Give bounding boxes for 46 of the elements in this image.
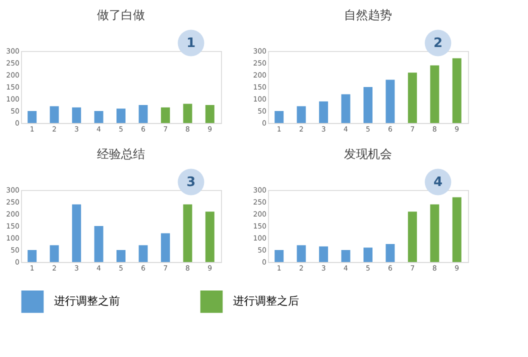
bar <box>28 250 37 262</box>
bar <box>116 250 126 262</box>
legend-label: 进行调整之后 <box>233 294 299 308</box>
bar <box>205 105 214 123</box>
bar <box>50 106 59 123</box>
bar <box>319 246 328 262</box>
chart-title: 经验总结 <box>97 146 145 161</box>
legend-label: 进行调整之前 <box>54 294 120 308</box>
bar <box>116 108 126 123</box>
bar <box>386 80 395 123</box>
bar <box>408 72 417 123</box>
bar <box>408 212 417 262</box>
bar <box>72 107 82 123</box>
bar <box>452 197 462 262</box>
chart-title: 发现机会 <box>344 146 392 161</box>
bar <box>160 233 170 262</box>
bar <box>364 87 372 123</box>
bar <box>430 65 440 123</box>
bar <box>160 107 170 123</box>
bar <box>138 105 148 123</box>
bar <box>72 204 82 262</box>
text: 4 <box>433 175 443 190</box>
bar <box>319 101 328 123</box>
text: 3 <box>186 175 196 190</box>
text: 2 <box>433 36 443 51</box>
bar <box>94 226 104 262</box>
bar <box>183 204 192 262</box>
bar <box>28 111 37 123</box>
bar <box>364 248 372 262</box>
bar <box>50 245 59 262</box>
bar <box>138 245 148 262</box>
bar <box>296 106 306 123</box>
bar <box>430 204 440 262</box>
bar <box>341 250 350 262</box>
bar <box>94 111 104 123</box>
bar <box>183 104 192 123</box>
bar <box>452 58 462 123</box>
chart-title: 做了白做 <box>97 8 145 22</box>
bar <box>386 244 395 262</box>
bar <box>274 111 284 123</box>
chart-title: 自然趋势 <box>344 8 392 22</box>
bar <box>296 245 306 262</box>
bar <box>205 212 214 262</box>
text: 1 <box>186 36 196 51</box>
bar <box>341 94 350 123</box>
bar <box>274 250 284 262</box>
